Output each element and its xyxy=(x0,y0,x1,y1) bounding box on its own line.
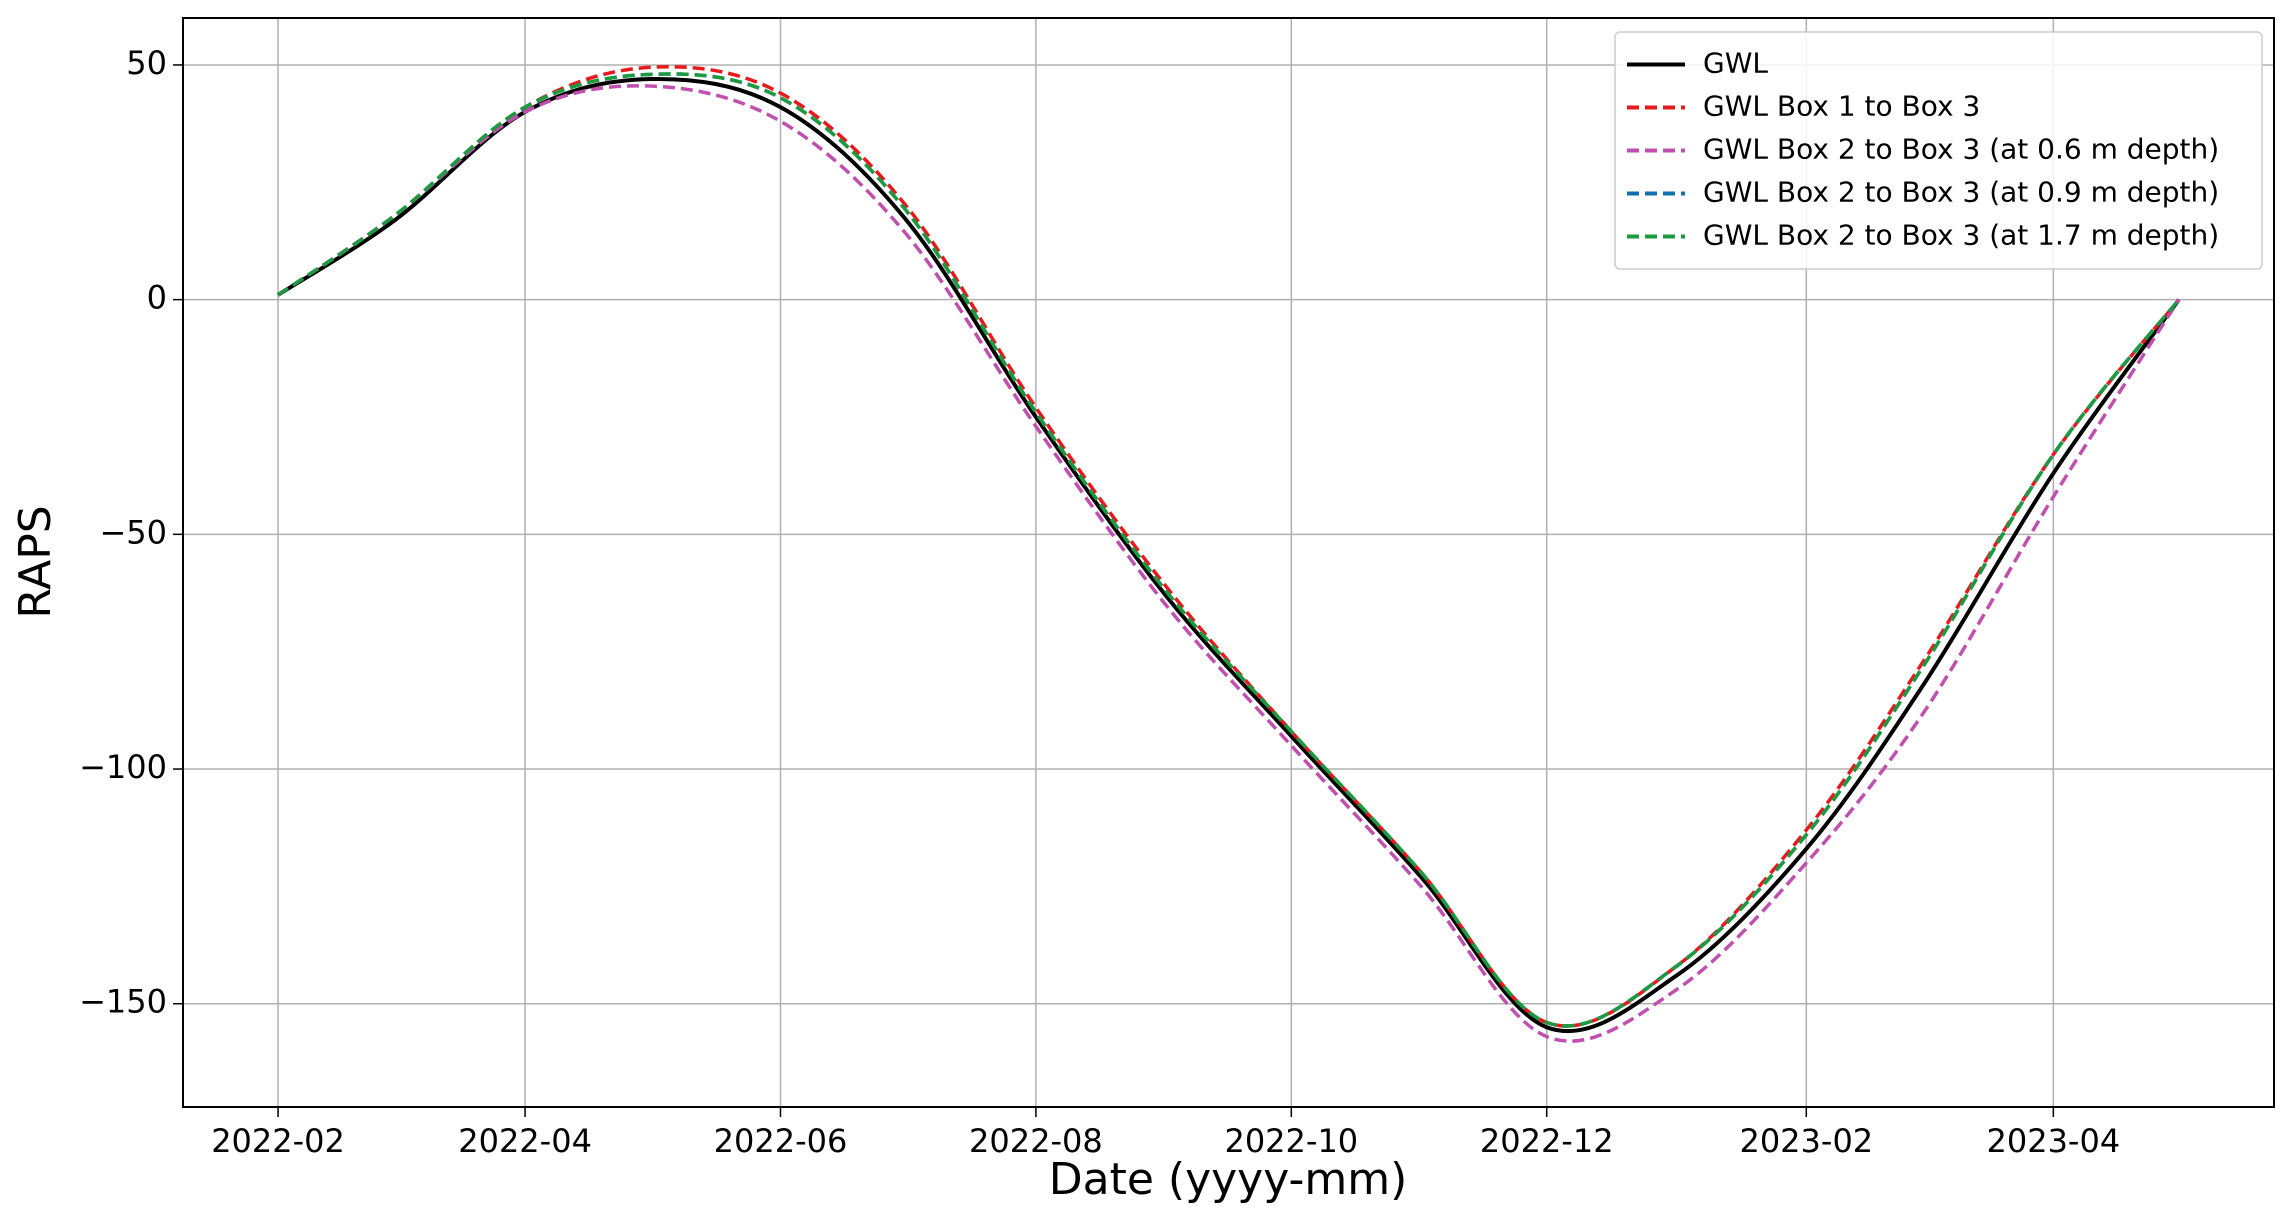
x-tick-label: 2022-08 xyxy=(969,1122,1103,1160)
x-tick-label: 2022-12 xyxy=(1480,1122,1614,1160)
legend-box xyxy=(1614,31,2263,270)
legend-label: GWL Box 2 to Box 3 (at 1.7 m depth) xyxy=(1703,219,2219,252)
legend: GWL GWL Box 1 to Box 3 GWL Box 2 to Box 3 … xyxy=(1614,31,2263,270)
legend-label: GWL Box 2 to Box 3 (at 0.6 m depth) xyxy=(1703,133,2219,166)
x-axis-label: Date (yyyy-mm) xyxy=(1049,1154,1407,1205)
x-tick-label: 2022-10 xyxy=(1224,1122,1358,1160)
series-line xyxy=(277,84,2181,1043)
x-tick-label: 2023-04 xyxy=(1986,1122,2120,1160)
y-tick-label: −50 xyxy=(99,513,167,551)
legend-label: GWL Box 2 to Box 3 (at 0.9 m depth) xyxy=(1703,176,2219,209)
y-tick-label: 50 xyxy=(126,44,167,82)
y-axis-label: RAPS xyxy=(10,505,61,618)
x-tick-label: 2022-04 xyxy=(458,1122,592,1160)
series-line xyxy=(277,72,2181,1028)
y-tick-label: 0 xyxy=(147,279,167,317)
series-line xyxy=(276,76,2181,1034)
legend-label: GWL Box 1 to Box 3 xyxy=(1703,90,1980,123)
y-tick-label: −100 xyxy=(79,748,167,786)
y-tick-label: −150 xyxy=(79,983,167,1021)
x-tick-label: 2023-02 xyxy=(1739,1122,1873,1160)
plot-frame xyxy=(182,17,2275,1108)
series-line xyxy=(277,65,2181,1028)
legend-label: GWL xyxy=(1703,47,1768,80)
x-tick-label: 2022-06 xyxy=(714,1122,848,1160)
x-tick-label: 2022-02 xyxy=(211,1122,345,1160)
